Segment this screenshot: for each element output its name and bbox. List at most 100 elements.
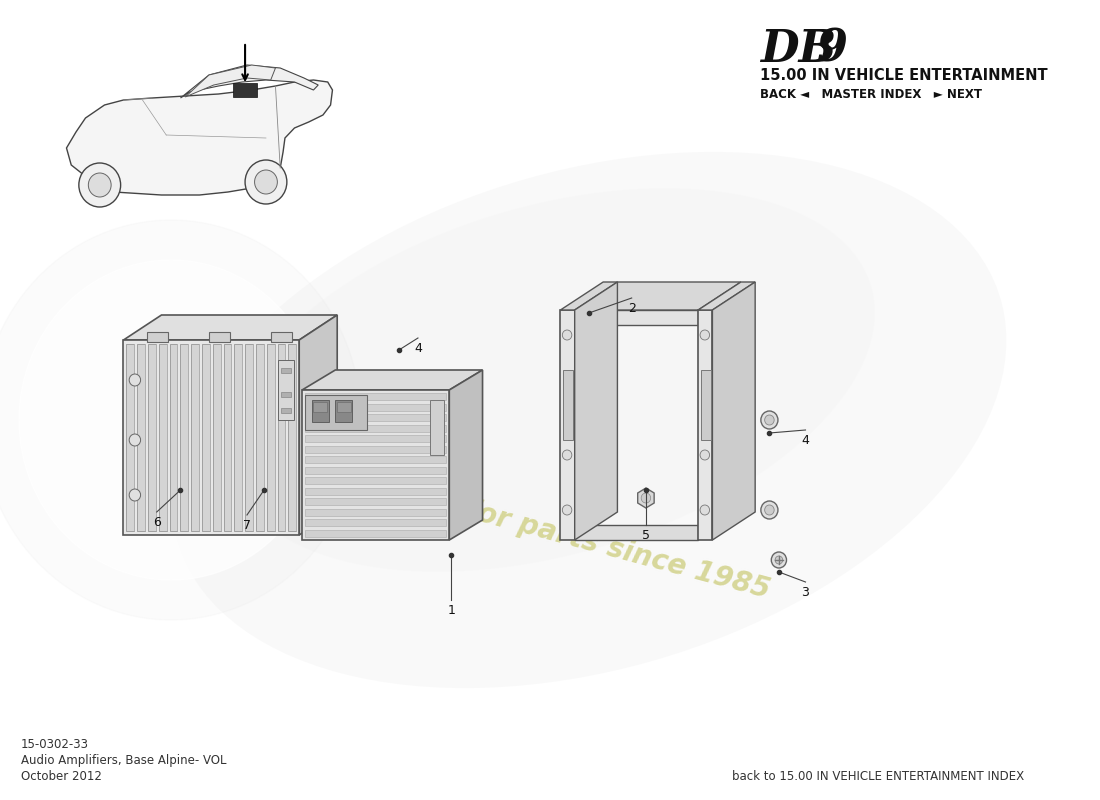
Circle shape [700, 330, 710, 340]
Bar [147, 332, 168, 342]
Polygon shape [574, 282, 741, 310]
Text: 3: 3 [802, 586, 810, 599]
Circle shape [79, 163, 121, 207]
Bar [278, 360, 294, 420]
Text: 6: 6 [153, 516, 161, 529]
Text: 9: 9 [817, 28, 848, 71]
Text: back to 15.00 IN VEHICLE ENTERTAINMENT INDEX: back to 15.00 IN VEHICLE ENTERTAINMENT I… [732, 770, 1024, 783]
Polygon shape [148, 344, 156, 531]
Polygon shape [126, 344, 134, 531]
Bar [282, 408, 290, 413]
Polygon shape [305, 519, 447, 526]
Text: 15-0302-33: 15-0302-33 [21, 738, 89, 751]
Circle shape [562, 330, 572, 340]
Polygon shape [66, 80, 332, 195]
Polygon shape [305, 446, 447, 453]
Polygon shape [169, 344, 177, 531]
Polygon shape [123, 315, 338, 340]
Polygon shape [305, 456, 447, 463]
Bar [282, 392, 290, 397]
Text: Audio Amplifiers, Base Alpine- VOL: Audio Amplifiers, Base Alpine- VOL [21, 754, 227, 767]
Polygon shape [574, 282, 617, 540]
Bar [282, 368, 290, 373]
Bar [314, 402, 327, 412]
Polygon shape [191, 344, 199, 531]
Circle shape [761, 501, 778, 519]
Polygon shape [305, 477, 447, 484]
Polygon shape [305, 394, 447, 401]
Polygon shape [305, 425, 447, 432]
Polygon shape [305, 488, 447, 494]
Text: 4: 4 [414, 342, 422, 355]
Bar [271, 332, 292, 342]
Circle shape [764, 415, 774, 425]
Text: BACK ◄   MASTER INDEX   ► NEXT: BACK ◄ MASTER INDEX ► NEXT [760, 88, 982, 101]
Polygon shape [202, 344, 210, 531]
Polygon shape [180, 344, 188, 531]
Polygon shape [698, 310, 713, 540]
Polygon shape [698, 282, 756, 310]
Polygon shape [288, 344, 296, 531]
Bar [233, 83, 257, 97]
Polygon shape [713, 282, 756, 540]
Polygon shape [138, 344, 145, 531]
Polygon shape [212, 344, 221, 531]
Polygon shape [305, 509, 447, 516]
Polygon shape [574, 310, 698, 325]
Circle shape [19, 260, 323, 580]
Polygon shape [302, 390, 449, 540]
Ellipse shape [172, 152, 1006, 688]
Polygon shape [305, 435, 447, 442]
Polygon shape [305, 466, 447, 474]
Circle shape [129, 434, 141, 446]
Polygon shape [305, 414, 447, 422]
Circle shape [129, 489, 141, 501]
Polygon shape [256, 344, 264, 531]
Circle shape [88, 173, 111, 197]
Circle shape [771, 552, 786, 568]
Circle shape [700, 450, 710, 460]
Bar [209, 332, 230, 342]
Circle shape [129, 374, 141, 386]
Text: 15.00 IN VEHICLE ENTERTAINMENT: 15.00 IN VEHICLE ENTERTAINMENT [760, 68, 1047, 83]
Text: 4: 4 [802, 434, 810, 447]
Bar [430, 400, 443, 455]
Polygon shape [185, 65, 275, 97]
Circle shape [700, 505, 710, 515]
Polygon shape [223, 344, 231, 531]
Text: 2: 2 [628, 302, 636, 315]
Polygon shape [180, 65, 318, 98]
Circle shape [0, 220, 361, 620]
Circle shape [562, 450, 572, 460]
Text: DB: DB [760, 28, 836, 71]
Polygon shape [302, 370, 483, 390]
Ellipse shape [227, 188, 875, 572]
Bar [311, 400, 329, 422]
Circle shape [776, 556, 783, 564]
Circle shape [562, 505, 572, 515]
Text: 1: 1 [448, 604, 455, 617]
Bar [305, 395, 366, 430]
Polygon shape [560, 282, 617, 310]
Polygon shape [158, 344, 167, 531]
Circle shape [764, 505, 774, 515]
Polygon shape [560, 310, 574, 540]
Circle shape [245, 160, 287, 204]
Polygon shape [234, 344, 242, 531]
Bar [336, 400, 352, 422]
Text: 5: 5 [642, 529, 650, 542]
Circle shape [254, 170, 277, 194]
Circle shape [761, 411, 778, 429]
Text: 7: 7 [243, 519, 251, 532]
Polygon shape [277, 344, 286, 531]
Bar [563, 370, 573, 440]
Polygon shape [267, 344, 275, 531]
Text: a passion for parts since 1985: a passion for parts since 1985 [310, 455, 773, 605]
Polygon shape [449, 370, 483, 540]
Bar [701, 370, 711, 440]
Polygon shape [305, 404, 447, 411]
Text: October 2012: October 2012 [21, 770, 102, 783]
Polygon shape [123, 340, 299, 535]
Polygon shape [574, 525, 698, 540]
Circle shape [641, 493, 651, 503]
